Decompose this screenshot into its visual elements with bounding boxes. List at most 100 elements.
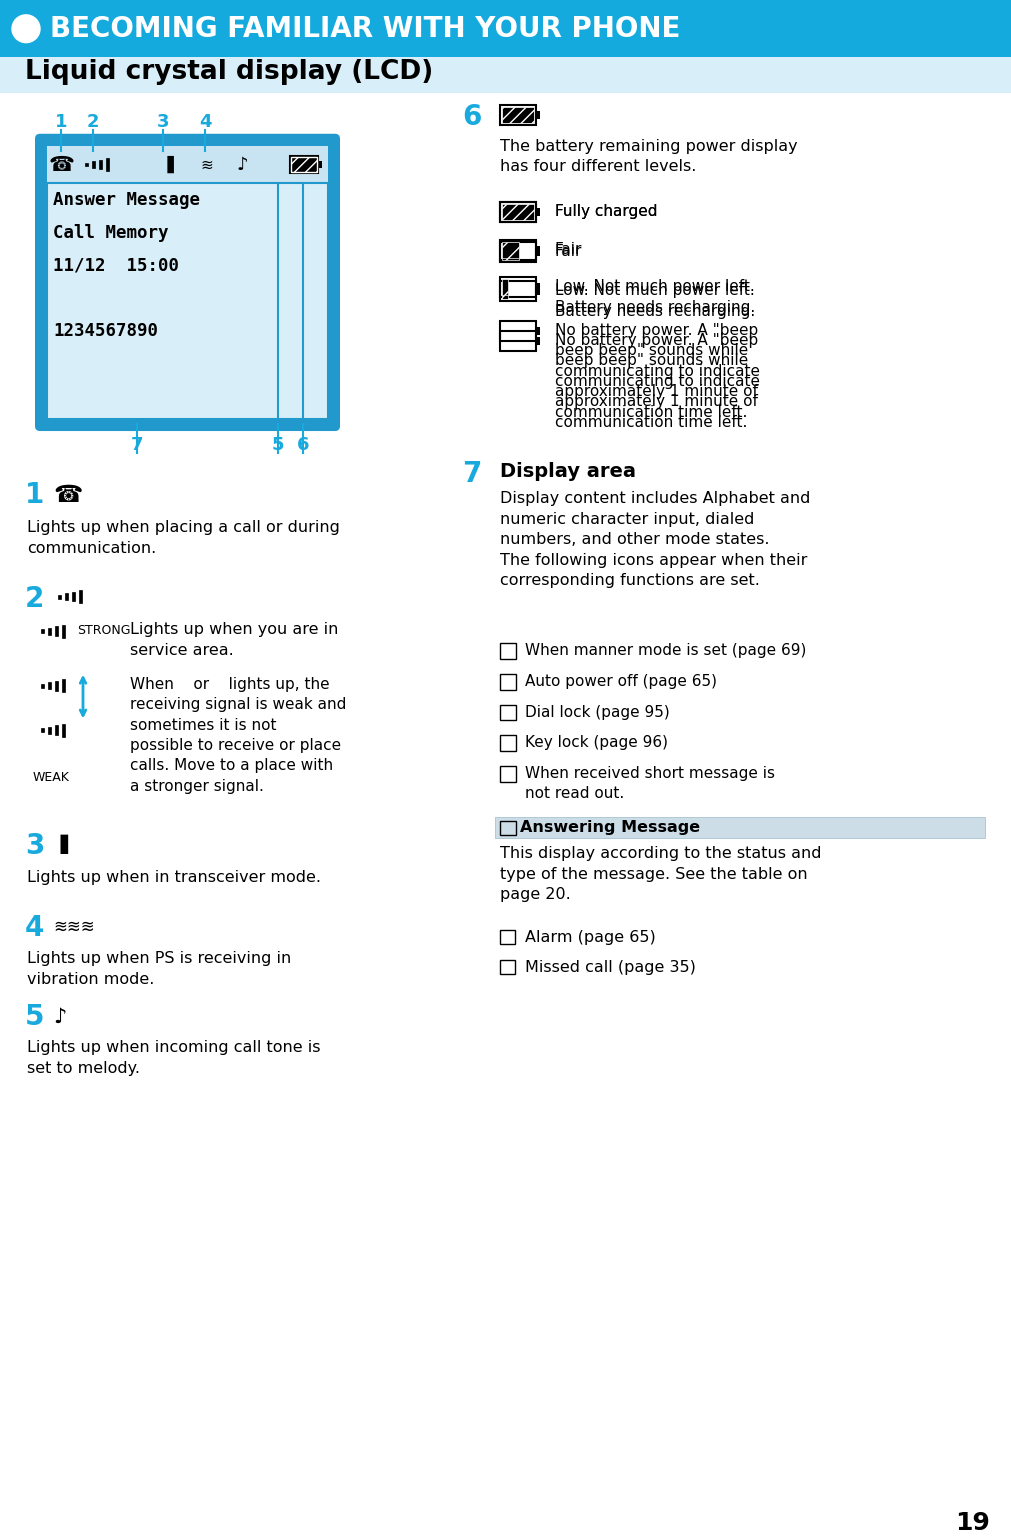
Text: 7: 7 — [130, 435, 144, 454]
Text: Lights up when in transceiver mode.: Lights up when in transceiver mode. — [27, 871, 320, 884]
Text: ▐: ▐ — [53, 834, 68, 854]
Bar — [536, 328, 540, 335]
Text: 1234567890: 1234567890 — [53, 321, 158, 340]
Bar — [536, 208, 540, 215]
Text: 4: 4 — [25, 914, 44, 941]
Text: Call Memory: Call Memory — [53, 225, 169, 241]
Text: Lights up when placing a call or during
communication.: Lights up when placing a call or during … — [27, 520, 340, 555]
Bar — [62, 724, 65, 737]
Bar — [499, 704, 516, 720]
Bar — [499, 674, 516, 689]
Text: 19: 19 — [954, 1512, 989, 1535]
Bar — [48, 727, 51, 734]
Bar — [0, 0, 1011, 57]
Bar — [499, 281, 536, 301]
Bar — [41, 684, 43, 687]
Bar — [62, 624, 65, 638]
Bar — [499, 201, 536, 221]
Bar — [499, 930, 515, 944]
Text: When received short message is
not read out.: When received short message is not read … — [525, 766, 774, 801]
Text: Fully charged: Fully charged — [554, 205, 657, 218]
Text: Auto power off (page 65): Auto power off (page 65) — [525, 674, 716, 689]
Bar — [499, 960, 515, 974]
Text: Answer Message: Answer Message — [53, 191, 200, 209]
Bar — [501, 280, 508, 295]
FancyBboxPatch shape — [35, 134, 340, 431]
Bar — [499, 643, 516, 658]
Text: 1: 1 — [25, 480, 44, 509]
Bar — [79, 591, 82, 603]
Text: 3: 3 — [25, 832, 44, 860]
Text: Liquid crystal display (LCD): Liquid crystal display (LCD) — [25, 60, 433, 86]
Bar — [536, 283, 540, 291]
Bar — [501, 205, 534, 220]
Text: 7: 7 — [462, 460, 481, 488]
Text: WEAK: WEAK — [33, 771, 70, 784]
Text: 2: 2 — [87, 112, 99, 131]
Bar — [536, 337, 540, 345]
Text: The battery remaining power display
has four different levels.: The battery remaining power display has … — [499, 138, 797, 174]
Text: 6: 6 — [296, 435, 309, 454]
Bar — [62, 680, 65, 692]
Bar — [290, 155, 317, 172]
Bar — [48, 628, 51, 635]
Text: When manner mode is set (page 69): When manner mode is set (page 69) — [525, 643, 806, 658]
Bar — [99, 160, 102, 169]
Bar — [499, 821, 516, 835]
Bar — [499, 201, 536, 221]
Bar — [499, 321, 536, 341]
Bar — [499, 105, 536, 125]
Text: Alarm (page 65): Alarm (page 65) — [525, 930, 655, 946]
Bar — [499, 241, 536, 261]
Text: Lights up when incoming call tone is
set to melody.: Lights up when incoming call tone is set… — [27, 1040, 320, 1077]
Text: ▐: ▐ — [161, 155, 173, 174]
Bar — [499, 277, 536, 297]
Text: ☎: ☎ — [49, 155, 75, 175]
Bar — [499, 735, 516, 751]
Text: 6: 6 — [462, 103, 481, 131]
Text: ≋: ≋ — [200, 158, 213, 172]
Bar — [55, 626, 58, 637]
Bar — [92, 161, 95, 168]
Text: Dial lock (page 95): Dial lock (page 95) — [525, 704, 669, 720]
Bar — [536, 248, 540, 255]
Text: No battery power. A "beep
beep beep" sounds while
communicating to indicate
appr: No battery power. A "beep beep beep" sou… — [554, 332, 759, 429]
Bar — [106, 158, 109, 171]
Bar — [317, 160, 321, 169]
Text: ♪: ♪ — [236, 157, 248, 174]
Text: Lights up when you are in
service area.: Lights up when you are in service area. — [129, 623, 338, 658]
Text: STRONG: STRONG — [77, 624, 130, 637]
Text: 2: 2 — [25, 584, 44, 612]
Bar — [499, 766, 516, 781]
Bar — [85, 163, 88, 166]
Text: ≋≋≋: ≋≋≋ — [53, 918, 95, 935]
Bar — [501, 205, 534, 220]
Bar — [65, 594, 68, 600]
Bar — [41, 629, 43, 634]
Text: Missed call (page 35): Missed call (page 35) — [525, 960, 696, 975]
Circle shape — [12, 15, 40, 43]
Bar — [536, 208, 540, 215]
Text: 5: 5 — [272, 435, 284, 454]
Text: ♪: ♪ — [53, 1007, 67, 1027]
Bar — [47, 183, 328, 420]
Bar — [72, 592, 75, 601]
Text: Low. Not much power left.
Battery needs recharging.: Low. Not much power left. Battery needs … — [554, 283, 754, 318]
Bar — [536, 111, 540, 118]
Text: ☎: ☎ — [53, 483, 82, 506]
Text: Low. Not much power left.
Battery needs recharging.: Low. Not much power left. Battery needs … — [554, 280, 754, 315]
Bar — [501, 241, 519, 258]
Bar — [41, 729, 43, 732]
Text: Display content includes Alphabet and
numeric character input, dialed
numbers, a: Display content includes Alphabet and nu… — [499, 492, 810, 588]
Text: Display area: Display area — [499, 461, 635, 481]
Bar — [536, 288, 540, 295]
Bar — [499, 331, 536, 351]
Bar — [55, 726, 58, 735]
Bar — [501, 243, 519, 260]
Bar — [501, 108, 534, 123]
Bar — [536, 246, 540, 254]
Text: Lights up when PS is receiving in
vibration mode.: Lights up when PS is receiving in vibrat… — [27, 952, 291, 987]
Text: 5: 5 — [25, 1003, 44, 1030]
Bar — [48, 683, 51, 689]
Text: This display according to the status and
type of the message. See the table on
p: This display according to the status and… — [499, 846, 821, 901]
